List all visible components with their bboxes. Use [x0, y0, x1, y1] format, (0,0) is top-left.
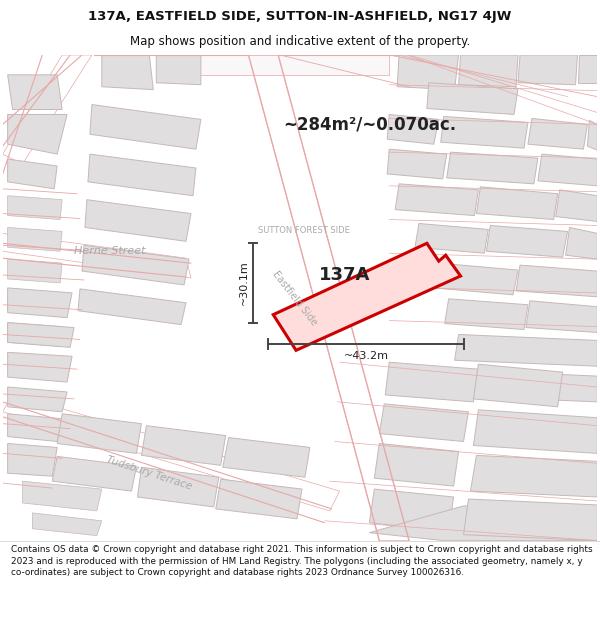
Polygon shape [441, 116, 528, 148]
Polygon shape [137, 468, 219, 507]
Polygon shape [385, 362, 478, 402]
Polygon shape [518, 55, 578, 85]
Polygon shape [370, 489, 454, 531]
Polygon shape [458, 55, 518, 87]
Polygon shape [370, 506, 598, 541]
Polygon shape [102, 55, 154, 89]
Text: ~30.1m: ~30.1m [239, 261, 248, 306]
Polygon shape [32, 513, 102, 536]
Polygon shape [8, 352, 72, 382]
Polygon shape [8, 322, 62, 346]
Polygon shape [379, 404, 469, 441]
Polygon shape [516, 265, 598, 297]
Polygon shape [8, 414, 62, 441]
Polygon shape [8, 291, 62, 314]
Polygon shape [52, 456, 136, 491]
Polygon shape [395, 184, 478, 216]
Polygon shape [458, 370, 598, 402]
Polygon shape [415, 224, 488, 253]
Polygon shape [2, 394, 340, 511]
Polygon shape [8, 387, 67, 412]
Polygon shape [445, 299, 528, 329]
Polygon shape [8, 444, 57, 476]
Polygon shape [8, 114, 67, 154]
Polygon shape [556, 190, 598, 221]
Polygon shape [22, 481, 102, 511]
Polygon shape [374, 444, 458, 486]
Polygon shape [156, 55, 201, 85]
Polygon shape [2, 233, 191, 278]
Text: Map shows position and indicative extent of the property.: Map shows position and indicative extent… [130, 35, 470, 48]
Polygon shape [476, 187, 557, 219]
Polygon shape [8, 75, 62, 109]
Polygon shape [85, 200, 191, 241]
Polygon shape [88, 154, 196, 196]
Polygon shape [273, 243, 461, 351]
Polygon shape [587, 121, 598, 150]
Polygon shape [470, 456, 598, 497]
Text: Contains OS data © Crown copyright and database right 2021. This information is : Contains OS data © Crown copyright and d… [11, 545, 592, 578]
Polygon shape [464, 499, 598, 541]
Polygon shape [427, 82, 518, 114]
Text: Eastfield Side: Eastfield Side [271, 269, 319, 327]
Polygon shape [528, 118, 587, 149]
Polygon shape [473, 410, 598, 453]
Polygon shape [538, 154, 598, 186]
Polygon shape [397, 55, 458, 89]
Polygon shape [8, 259, 62, 283]
Polygon shape [2, 55, 92, 164]
Polygon shape [181, 55, 389, 75]
Polygon shape [8, 288, 72, 318]
Polygon shape [473, 364, 563, 407]
Polygon shape [387, 114, 439, 144]
Polygon shape [82, 245, 189, 285]
Text: Tudsbury Terrace: Tudsbury Terrace [106, 454, 193, 492]
Text: ~284m²/~0.070ac.: ~284m²/~0.070ac. [283, 116, 456, 133]
Polygon shape [90, 104, 201, 149]
Polygon shape [387, 149, 446, 179]
Polygon shape [57, 414, 142, 453]
Polygon shape [578, 55, 598, 82]
Polygon shape [446, 152, 538, 184]
Polygon shape [566, 228, 598, 259]
Text: 137A: 137A [319, 266, 370, 284]
Polygon shape [8, 196, 62, 219]
Polygon shape [248, 55, 409, 541]
Polygon shape [455, 334, 598, 366]
Text: ~43.2m: ~43.2m [343, 351, 388, 361]
Polygon shape [78, 289, 186, 324]
Polygon shape [8, 322, 74, 348]
Polygon shape [487, 226, 568, 257]
Polygon shape [434, 263, 518, 295]
Text: SUTTON FOREST SIDE: SUTTON FOREST SIDE [259, 226, 350, 236]
Polygon shape [526, 301, 598, 332]
Polygon shape [8, 228, 62, 251]
Polygon shape [8, 159, 57, 189]
Text: Herne Street: Herne Street [74, 246, 146, 256]
Polygon shape [216, 479, 302, 519]
Polygon shape [142, 426, 226, 465]
Text: 137A, EASTFIELD SIDE, SUTTON-IN-ASHFIELD, NG17 4JW: 137A, EASTFIELD SIDE, SUTTON-IN-ASHFIELD… [88, 10, 512, 23]
Polygon shape [223, 438, 310, 478]
